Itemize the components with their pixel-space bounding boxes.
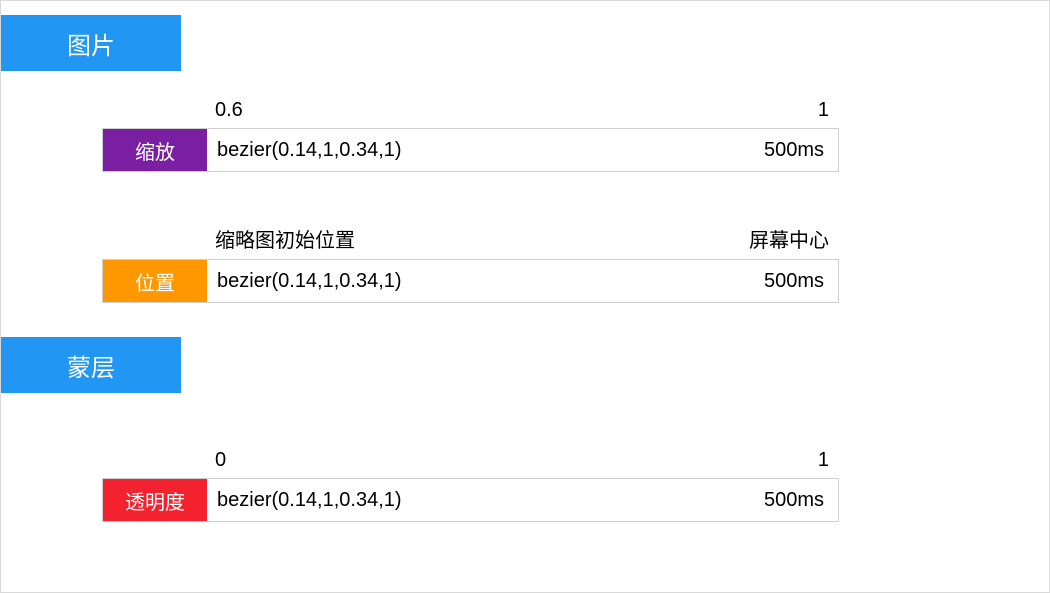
row-opacity-duration: 500ms xyxy=(764,489,824,512)
section-header-image: 图片 xyxy=(1,15,181,71)
row-scale-from: 0.6 xyxy=(215,99,243,122)
row-opacity-tag: 透明度 xyxy=(103,479,207,521)
section-header-mask: 蒙层 xyxy=(1,337,181,393)
row-position-box: 位置 bezier(0.14,1,0.34,1) 500ms xyxy=(102,259,839,303)
row-opacity-body: bezier(0.14,1,0.34,1) 500ms xyxy=(207,479,838,521)
row-scale-box: 缩放 bezier(0.14,1,0.34,1) 500ms xyxy=(102,128,839,172)
row-scale-tag: 缩放 xyxy=(103,129,207,171)
row-scale-body: bezier(0.14,1,0.34,1) 500ms xyxy=(207,129,838,171)
row-scale-timing: bezier(0.14,1,0.34,1) xyxy=(217,139,402,162)
row-opacity-range: 0 1 xyxy=(102,449,839,472)
row-position-tag: 位置 xyxy=(103,260,207,302)
row-opacity-to: 1 xyxy=(818,449,829,472)
row-scale-to: 1 xyxy=(818,99,829,122)
row-position-body: bezier(0.14,1,0.34,1) 500ms xyxy=(207,260,838,302)
row-position: 缩略图初始位置 屏幕中心 位置 bezier(0.14,1,0.34,1) 50… xyxy=(102,224,839,303)
row-position-range: 缩略图初始位置 屏幕中心 xyxy=(102,224,839,253)
row-position-to: 屏幕中心 xyxy=(749,224,829,253)
row-scale-duration: 500ms xyxy=(764,139,824,162)
row-opacity-box: 透明度 bezier(0.14,1,0.34,1) 500ms xyxy=(102,478,839,522)
row-scale-range: 0.6 1 xyxy=(102,99,839,122)
row-position-timing: bezier(0.14,1,0.34,1) xyxy=(217,270,402,293)
row-opacity-from: 0 xyxy=(215,449,226,472)
row-opacity-timing: bezier(0.14,1,0.34,1) xyxy=(217,489,402,512)
row-position-from: 缩略图初始位置 xyxy=(215,224,355,253)
row-opacity: 0 1 透明度 bezier(0.14,1,0.34,1) 500ms xyxy=(102,449,839,522)
row-scale: 0.6 1 缩放 bezier(0.14,1,0.34,1) 500ms xyxy=(102,99,839,172)
row-position-duration: 500ms xyxy=(764,270,824,293)
